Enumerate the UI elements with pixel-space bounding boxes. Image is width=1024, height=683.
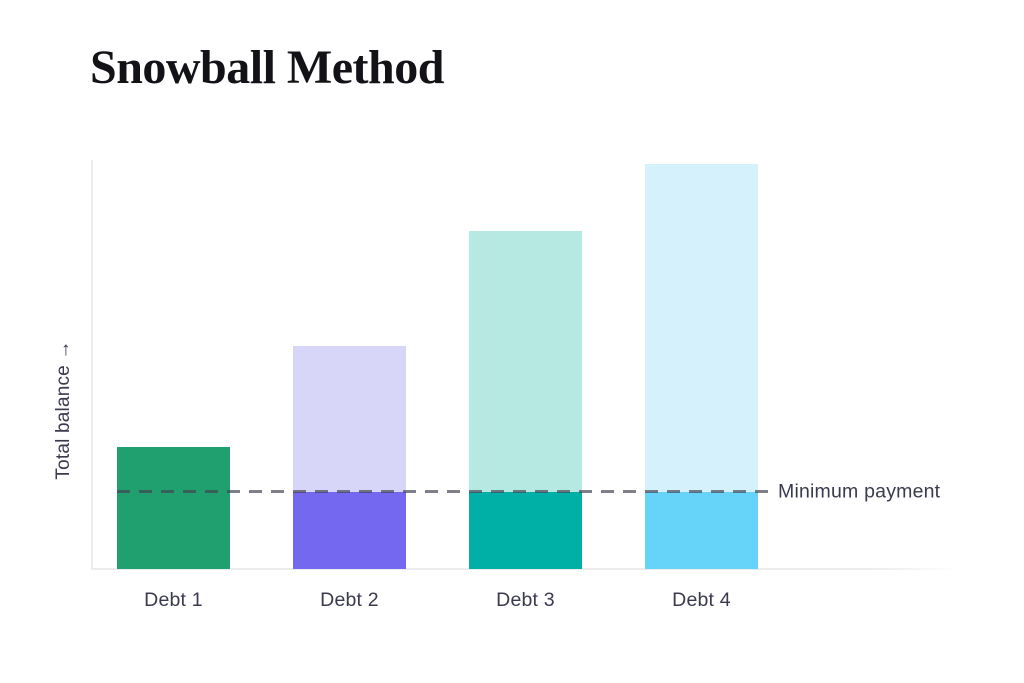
- x-axis-line: [91, 568, 960, 570]
- bar-segment-above-minimum: [117, 447, 230, 492]
- minimum-payment-label: Minimum payment: [778, 480, 941, 503]
- bar-debt-3: [469, 231, 582, 569]
- bar-segment-minimum-payment: [645, 492, 758, 569]
- y-axis-label: Total balance →: [53, 340, 74, 480]
- x-axis-tick-label: Debt 1: [144, 589, 203, 611]
- bar-segment-above-minimum: [469, 231, 582, 492]
- bar-segment-minimum-payment: [117, 492, 230, 569]
- bar-segment-minimum-payment: [293, 492, 406, 569]
- bar-segment-above-minimum: [293, 346, 406, 492]
- bar-segment-above-minimum: [645, 164, 758, 492]
- bar-debt-4: [645, 164, 758, 569]
- chart-title: Snowball Method: [90, 41, 444, 94]
- x-axis-tick-label: Debt 3: [496, 589, 555, 611]
- minimum-payment-dashed-line: [117, 490, 773, 493]
- x-axis-tick-label: Debt 4: [672, 589, 731, 611]
- y-axis-line: [91, 160, 93, 569]
- bar-debt-1: [117, 447, 230, 569]
- x-axis-tick-label: Debt 2: [320, 589, 379, 611]
- bar-debt-2: [293, 346, 406, 569]
- bar-segment-minimum-payment: [469, 492, 582, 569]
